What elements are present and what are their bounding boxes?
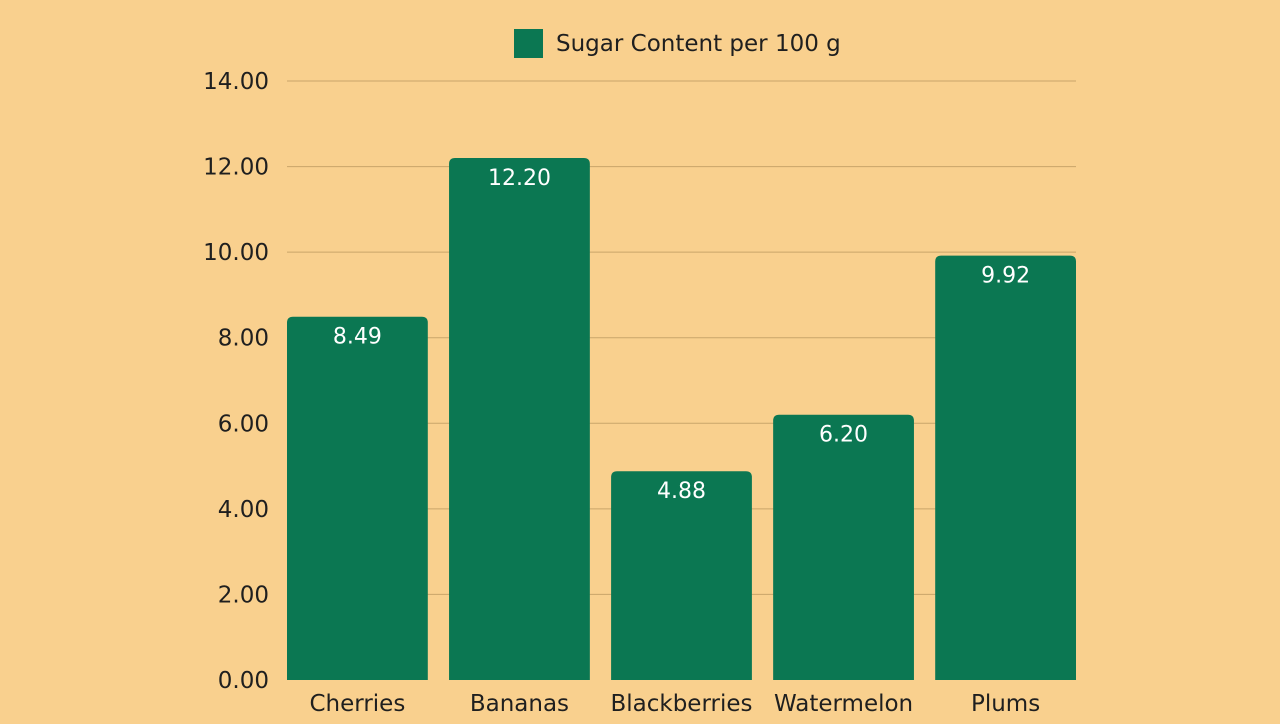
- data-label: 12.20: [488, 166, 551, 191]
- y-tick-label: 8.00: [218, 326, 269, 352]
- data-label: 9.92: [981, 264, 1030, 289]
- bar-cherries: [287, 316, 428, 680]
- legend-swatch: [514, 29, 543, 58]
- x-tick-label: Bananas: [470, 691, 569, 717]
- bar-watermelon: [773, 414, 914, 680]
- data-label: 8.49: [333, 325, 382, 350]
- legend-label: Sugar Content per 100 g: [556, 31, 841, 57]
- bar-plums: [935, 255, 1076, 680]
- x-tick-label: Watermelon: [774, 691, 913, 717]
- y-tick-label: 12.00: [203, 155, 269, 181]
- y-tick-label: 2.00: [218, 582, 269, 608]
- y-tick-label: 10.00: [203, 240, 269, 266]
- y-tick-label: 14.00: [203, 69, 269, 95]
- bar-bananas: [449, 158, 590, 680]
- bars: 8.49 12.20 4.88 6.20 9.92: [287, 158, 1076, 680]
- data-label: 4.88: [657, 479, 706, 504]
- x-tick-label: Cherries: [309, 691, 405, 717]
- y-tick-label: 4.00: [218, 497, 269, 523]
- y-tick-label: 0.00: [218, 668, 269, 694]
- y-axis: 0.00 2.00 4.00 6.00 8.00 10.00 12.00 14.00: [203, 69, 269, 694]
- x-axis: Cherries Bananas Blackberries Watermelon Plu…: [309, 691, 1040, 717]
- y-tick-label: 6.00: [218, 411, 269, 437]
- data-label: 6.20: [819, 423, 868, 448]
- bar-blackberries: [611, 471, 752, 680]
- x-tick-label: Blackberries: [610, 691, 752, 717]
- legend: Sugar Content per 100 g: [514, 29, 841, 58]
- x-tick-label: Plums: [971, 691, 1040, 717]
